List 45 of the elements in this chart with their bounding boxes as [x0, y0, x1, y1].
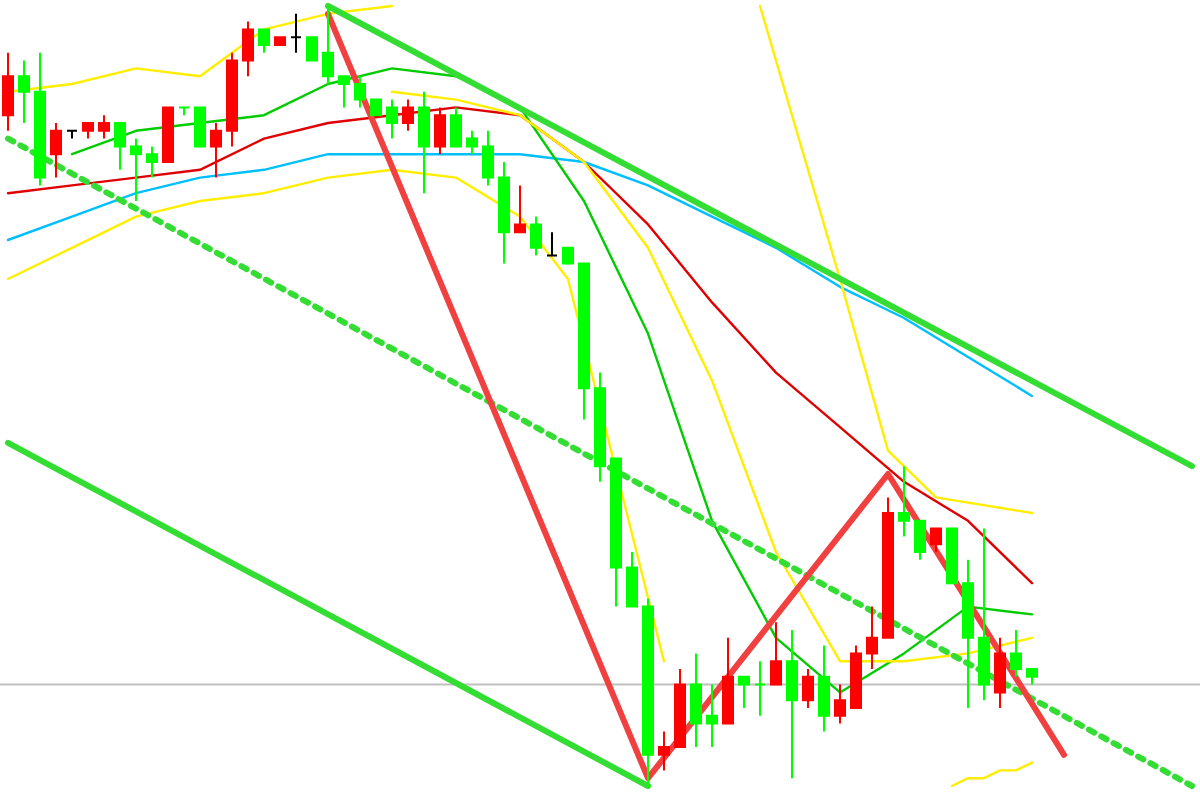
candlestick — [834, 683, 846, 725]
candlestick — [994, 636, 1006, 709]
candlestick — [434, 106, 446, 156]
candlestick — [786, 629, 798, 780]
candlestick — [754, 660, 766, 717]
candlestick — [930, 527, 942, 553]
candlestick — [978, 527, 990, 702]
candlestick — [690, 652, 702, 748]
candlestick — [626, 551, 638, 608]
candlestick — [146, 145, 158, 179]
candlestick — [818, 644, 830, 733]
candlestick — [450, 106, 462, 148]
candlestick — [1010, 629, 1022, 678]
candlestick — [130, 137, 142, 202]
candlestick — [290, 12, 302, 54]
candlestick — [658, 730, 670, 772]
candlestick — [194, 106, 206, 148]
candlestick — [242, 20, 254, 78]
candlestick — [402, 98, 414, 132]
candlestick — [338, 75, 350, 109]
candlestick — [466, 129, 478, 156]
candlestick — [418, 90, 430, 195]
candlestick — [258, 28, 270, 54]
candlestick — [898, 465, 910, 538]
candlestick — [50, 122, 62, 179]
candlestick — [354, 75, 366, 109]
candlestick — [210, 122, 222, 179]
candlestick — [322, 5, 334, 85]
candlestick — [2, 51, 14, 132]
candlestick — [706, 683, 718, 748]
candlestick — [482, 129, 494, 187]
candlestick — [114, 122, 126, 171]
candlestick — [530, 215, 542, 257]
candlestick — [866, 605, 878, 670]
candlestick — [738, 675, 750, 709]
candlestick — [386, 98, 398, 140]
candlestick — [98, 114, 110, 140]
candlestick — [18, 59, 30, 124]
candlestick — [802, 668, 814, 709]
candlestick — [770, 621, 782, 686]
candlestick — [306, 36, 318, 62]
candlestick — [914, 519, 926, 561]
candlestick — [546, 231, 558, 257]
candlestick — [514, 184, 526, 234]
candlestick — [722, 636, 734, 725]
